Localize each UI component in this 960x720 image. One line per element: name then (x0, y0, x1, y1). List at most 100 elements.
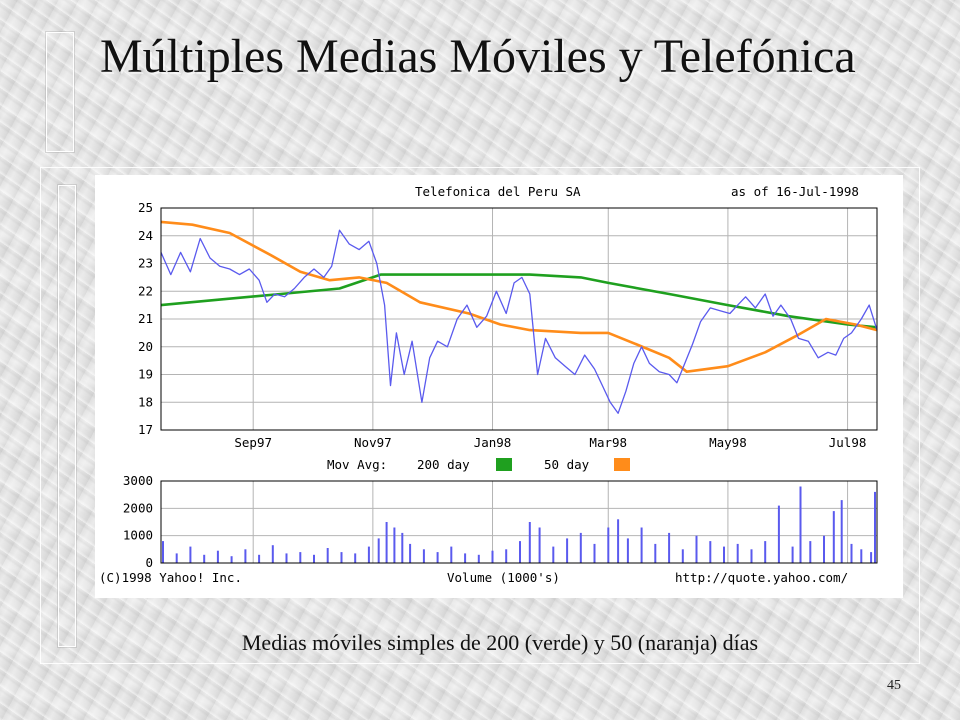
volume-bar (189, 546, 192, 563)
volume-y-tick-label: 1000 (123, 528, 153, 543)
body-accent-bar (58, 185, 76, 647)
price-y-tick-label: 23 (138, 256, 153, 271)
volume-bar (809, 541, 812, 563)
price-y-tick-label: 18 (138, 394, 153, 409)
volume-bar (764, 541, 767, 563)
slide-caption: Medias móviles simples de 200 (verde) y … (241, 630, 759, 655)
price-y-tick-label: 20 (138, 339, 153, 354)
volume-bar (313, 554, 315, 563)
volume-bar (626, 538, 629, 563)
price-y-tick-label: 22 (138, 283, 153, 298)
volume-bar (750, 549, 753, 563)
volume-bar (607, 527, 610, 563)
legend-swatch-200-day (496, 458, 512, 471)
legend-label-200-day: 200 day (417, 457, 470, 472)
price-x-axis: Sep97 Nov97 Jan98 Mar98 May98 Jul98 (234, 435, 866, 450)
price-plot (160, 220, 878, 414)
stock-chart: Telefonica del Peru SA as of 16-Jul-1998… (95, 175, 903, 598)
volume-bar (736, 543, 739, 563)
volume-bar (464, 553, 467, 563)
volume-bar (244, 549, 247, 563)
volume-bar (258, 554, 261, 563)
volume-bar (709, 541, 712, 563)
content-border-right (919, 167, 920, 664)
volume-y-tick-label: 2000 (123, 500, 153, 515)
price-x-tick-label: Sep97 (234, 435, 272, 450)
volume-plot (162, 486, 876, 563)
ma-200-day-line (160, 273, 878, 329)
volume-axis-label: Volume (1000's) (447, 570, 560, 585)
volume-bar (668, 532, 671, 563)
volume-bar (566, 538, 569, 563)
content-border-left (40, 167, 41, 664)
volume-bar (422, 549, 425, 563)
page-number: 45 (887, 678, 901, 693)
volume-bar (450, 546, 453, 563)
volume-bar (823, 535, 825, 563)
volume-bar (579, 532, 582, 563)
volume-bar (271, 545, 274, 563)
volume-bar (230, 556, 233, 563)
price-y-tick-label: 25 (138, 200, 153, 215)
volume-bar (832, 511, 835, 563)
volume-bar (850, 543, 853, 563)
volume-bar (505, 549, 508, 563)
price-x-tick-label: Jan98 (474, 435, 512, 450)
chart-subtitle: as of 16-Jul-1998 (731, 184, 859, 199)
legend-label-50-day: 50 day (544, 457, 590, 472)
volume-bar (491, 550, 494, 563)
volume-bar (299, 552, 302, 563)
chart-title: Telefonica del Peru SA (415, 184, 581, 199)
volume-bar (162, 541, 164, 563)
volume-bar (552, 546, 555, 563)
content-border-bottom (40, 663, 920, 664)
price-y-tick-label: 21 (138, 311, 153, 326)
volume-bar (528, 522, 531, 563)
volume-y-tick-label: 0 (145, 555, 153, 570)
volume-grid (161, 481, 877, 563)
volume-y-axis: 0 1000 2000 3000 (123, 473, 153, 570)
ma-50-day-line (160, 220, 878, 373)
price-x-tick-label: Mar98 (589, 435, 627, 450)
price-x-tick-label: Jul98 (829, 435, 867, 450)
volume-bar (777, 505, 780, 563)
volume-bar (377, 538, 380, 563)
volume-bar (874, 491, 876, 563)
volume-bar (216, 550, 219, 563)
title-accent-bar (46, 32, 74, 152)
price-y-axis: 17 18 19 20 21 22 23 24 25 (138, 200, 153, 437)
volume-bar (723, 546, 725, 563)
volume-bar (385, 522, 388, 563)
volume-bar (340, 552, 343, 563)
volume-bar (791, 546, 794, 563)
price-plot-border (160, 207, 878, 431)
volume-bar (354, 553, 357, 563)
legend-swatch-50-day (614, 458, 630, 471)
price-grid (161, 208, 877, 430)
volume-bar (799, 486, 802, 563)
price-y-tick-label: 17 (138, 422, 153, 437)
volume-bar (393, 527, 396, 563)
source-url: http://quote.yahoo.com/ (675, 570, 848, 585)
volume-bar (593, 543, 596, 563)
volume-bar (367, 546, 370, 563)
price-x-tick-label: Nov97 (354, 435, 392, 450)
volume-bar (175, 553, 178, 563)
volume-bar (695, 535, 698, 563)
volume-bar (654, 543, 657, 563)
stock-chart-svg: Telefonica del Peru SA as of 16-Jul-1998… (99, 184, 878, 585)
chart-legend: Mov Avg: 200 day 50 day (327, 457, 630, 472)
volume-bar (285, 553, 288, 563)
volume-y-tick-label: 3000 (123, 473, 153, 488)
price-y-tick-label: 24 (138, 228, 153, 243)
slide-title: Múltiples Medias Móviles y Telefónica (100, 30, 856, 83)
volume-bar (538, 527, 541, 563)
volume-bar (409, 543, 412, 563)
volume-bar (640, 527, 643, 563)
price-x-tick-label: May98 (709, 435, 747, 450)
volume-bar (840, 500, 843, 563)
volume-bar (203, 554, 206, 563)
price-y-tick-label: 19 (138, 367, 153, 382)
price-line (160, 229, 878, 414)
legend-title: Mov Avg: (327, 457, 387, 472)
